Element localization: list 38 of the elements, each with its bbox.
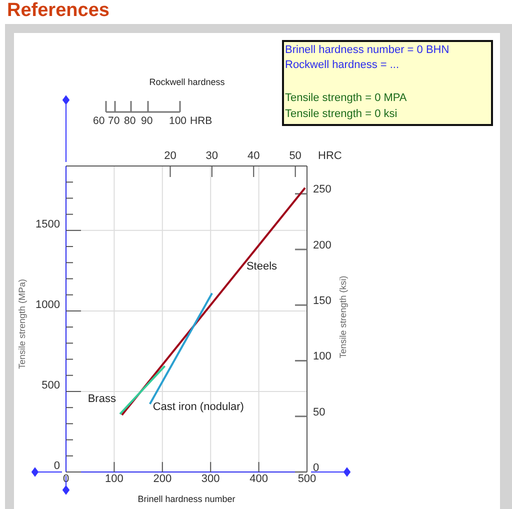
y-tick-label: 500 [42, 379, 60, 392]
x2-tick-label: 40 [248, 150, 260, 162]
series-label: Brass [88, 393, 116, 406]
x-tick-label: 500 [298, 473, 316, 485]
y-tick-label: 1000 [36, 298, 60, 311]
x2-axis-title: HRC [318, 150, 342, 162]
x2-tick-label: 20 [164, 150, 176, 162]
y-tick-label: 0 [54, 460, 60, 472]
x-axis-title: Brinell hardness number [138, 494, 236, 504]
text: 70 [108, 115, 120, 127]
text: 80 [124, 115, 136, 127]
text: Rockwell hardness [149, 77, 226, 87]
series-label: Cast iron (nodular) [152, 401, 244, 414]
x-tick-label: 400 [250, 473, 268, 485]
y-axis-title: Tensile strength (MPa) [17, 278, 27, 370]
x-tick-label: 200 [153, 473, 172, 485]
x-tick-label: 300 [201, 473, 220, 485]
y-tick-label: 1500 [36, 218, 60, 230]
text: 90 [141, 115, 153, 127]
series-label: Steels [246, 260, 278, 273]
text: 60 [93, 115, 105, 127]
y2-axis-title: Tensile strength (ksi) [338, 276, 348, 358]
y2-tick-label: 250 [313, 184, 332, 196]
x2-tick-label: 30 [206, 150, 218, 162]
text: HRB [190, 115, 212, 127]
y2-tick-label: 200 [313, 239, 332, 252]
x2-tick-label: 50 [289, 150, 302, 162]
text: Tensile strength = 0 ksi [285, 108, 398, 120]
x-tick-label: 100 [105, 473, 124, 485]
y2-tick-label: 50 [313, 406, 326, 418]
y2-tick-label: 0 [313, 462, 320, 474]
y2-tick-label: 100 [313, 350, 332, 363]
text: Tensile strength = 0 MPA [285, 92, 408, 104]
y2-tick-label: 150 [313, 294, 332, 307]
text: 100 [169, 115, 187, 127]
chart-title: References [7, 0, 110, 21]
text: Brinell hardness number = 0 BHN [285, 44, 450, 56]
text: Rockwell hardness = ... [285, 59, 400, 71]
